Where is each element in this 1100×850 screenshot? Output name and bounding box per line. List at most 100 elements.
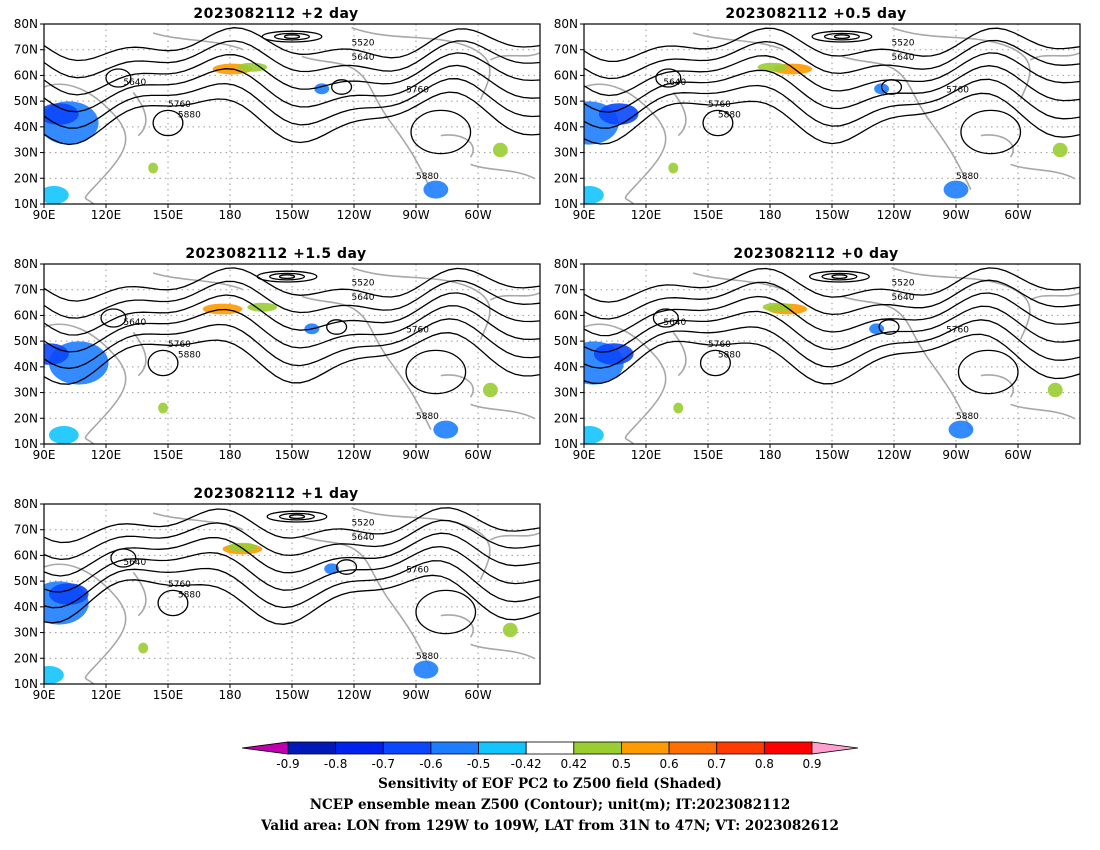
panel-plus-0-day: 2023082112 +0 day 5520 5640 5640 5760 5760 58… xyxy=(540,246,1092,486)
lat-tick-label: 80N xyxy=(14,497,38,511)
lon-tick-label: 90E xyxy=(33,688,56,702)
lat-tick-label: 30N xyxy=(554,146,578,160)
lon-tick-label: 180 xyxy=(759,208,782,222)
lat-tick-label: 10N xyxy=(554,197,578,211)
contour-label: 5640 xyxy=(352,533,375,543)
lat-tick-label: 60N xyxy=(554,68,578,82)
colorbar-label: -0.8 xyxy=(324,757,347,771)
lat-tick-label: 70N xyxy=(14,43,38,57)
contour-label: 5640 xyxy=(352,53,375,63)
contour-label: 5760 xyxy=(406,325,429,335)
lat-tick-label: 70N xyxy=(14,283,38,297)
coastlines xyxy=(584,266,1080,444)
sensitivity-shading xyxy=(584,62,1068,204)
lon-tick-label: 150E xyxy=(153,448,184,462)
contour-label: 5880 xyxy=(178,351,201,361)
grid-lines xyxy=(584,24,1080,204)
lat-tick-label: 80N xyxy=(554,17,578,31)
lon-tick-label: 120E xyxy=(91,688,122,702)
lat-tick-label: 30N xyxy=(14,626,38,640)
lon-tick-label: 150W xyxy=(275,688,310,702)
lat-tick-label: 50N xyxy=(554,94,578,108)
lat-tick-label: 70N xyxy=(554,283,578,297)
lat-tick-label: 40N xyxy=(554,360,578,374)
coastlines xyxy=(584,26,1080,204)
contour-label: 5520 xyxy=(352,519,375,529)
colorbar-box xyxy=(573,741,622,755)
lon-tick-label: 120E xyxy=(91,208,122,222)
colorbar-box xyxy=(335,741,384,755)
lon-tick-label: 90W xyxy=(942,448,969,462)
colorbar-box xyxy=(525,741,575,755)
map-content: 552056405640576057605880588080N70N60N50N… xyxy=(554,257,1081,462)
contour-label: 5880 xyxy=(416,412,439,422)
colorbar-label: -0.5 xyxy=(467,757,490,771)
sensitivity-shading xyxy=(44,542,518,684)
lon-tick-label: 150E xyxy=(693,448,724,462)
grid-lines xyxy=(44,504,540,684)
z500-contours xyxy=(44,507,540,635)
lat-tick-label: 10N xyxy=(554,437,578,451)
lon-tick-label: 180 xyxy=(219,208,242,222)
contour-label: 5520 xyxy=(352,39,375,49)
sensitivity-shading xyxy=(44,302,498,444)
lat-tick-label: 40N xyxy=(14,600,38,614)
caption-line-3: Valid area: LON from 129W to 109W, LAT f… xyxy=(261,818,839,834)
lat-tick-label: 50N xyxy=(14,574,38,588)
contour-label: 5760 xyxy=(168,340,191,350)
contour-label: 5640 xyxy=(892,293,915,303)
lon-tick-label: 120W xyxy=(877,208,912,222)
colorbar-label: 0.42 xyxy=(560,757,587,771)
colorbar-label: 0.8 xyxy=(755,757,774,771)
lon-tick-label: 150W xyxy=(275,208,310,222)
colorbar-min-triangle xyxy=(241,741,289,755)
contour-label: 5760 xyxy=(406,85,429,95)
lat-tick-label: 80N xyxy=(14,257,38,271)
colorbar-label: -0.6 xyxy=(419,757,442,771)
map-border xyxy=(43,23,541,205)
contour-label: 5880 xyxy=(956,412,979,422)
lon-tick-label: 120E xyxy=(91,448,122,462)
lon-tick-label: 60W xyxy=(464,448,491,462)
contour-label: 5880 xyxy=(416,172,439,182)
lon-tick-label: 90W xyxy=(402,688,429,702)
colorbar-max-triangle xyxy=(811,741,859,755)
lat-tick-label: 70N xyxy=(554,43,578,57)
lon-tick-label: 60W xyxy=(1004,448,1031,462)
lon-tick-label: 90W xyxy=(942,208,969,222)
contour-label: 5520 xyxy=(892,39,915,49)
z500-contours xyxy=(584,267,1080,395)
coastlines xyxy=(44,506,540,684)
contour-label: 5760 xyxy=(708,340,731,350)
contour-label: 5760 xyxy=(946,325,969,335)
lon-tick-label: 120W xyxy=(877,448,912,462)
colorbar-label: -0.42 xyxy=(511,757,542,771)
contour-label: 5520 xyxy=(892,279,915,289)
lon-tick-label: 60W xyxy=(464,688,491,702)
contour-label: 5880 xyxy=(718,111,741,121)
lat-tick-label: 30N xyxy=(14,146,38,160)
contour-label: 5640 xyxy=(352,293,375,303)
lon-tick-label: 150E xyxy=(153,208,184,222)
lon-tick-label: 180 xyxy=(219,688,242,702)
lat-tick-label: 10N xyxy=(14,437,38,451)
map-content: 552056405640576057605880588080N70N60N50N… xyxy=(14,17,541,222)
lat-tick-label: 80N xyxy=(14,17,38,31)
colorbar-box xyxy=(382,741,432,755)
lat-tick-label: 20N xyxy=(554,171,578,185)
lat-tick-label: 10N xyxy=(14,677,38,691)
contour-label: 5880 xyxy=(718,351,741,361)
panel-plus-1.5-day: 2023082112 +1.5 day 5520 5640 5640 5760 5760… xyxy=(0,246,552,486)
colorbar-label: 0.9 xyxy=(802,757,821,771)
lat-tick-label: 20N xyxy=(14,171,38,185)
lat-tick-label: 60N xyxy=(14,68,38,82)
lat-tick-label: 40N xyxy=(14,120,38,134)
map-frame: 552056405640576057605880588080N70N60N50N… xyxy=(554,257,1081,462)
map-border xyxy=(43,503,541,685)
colorbar-box xyxy=(716,741,765,755)
